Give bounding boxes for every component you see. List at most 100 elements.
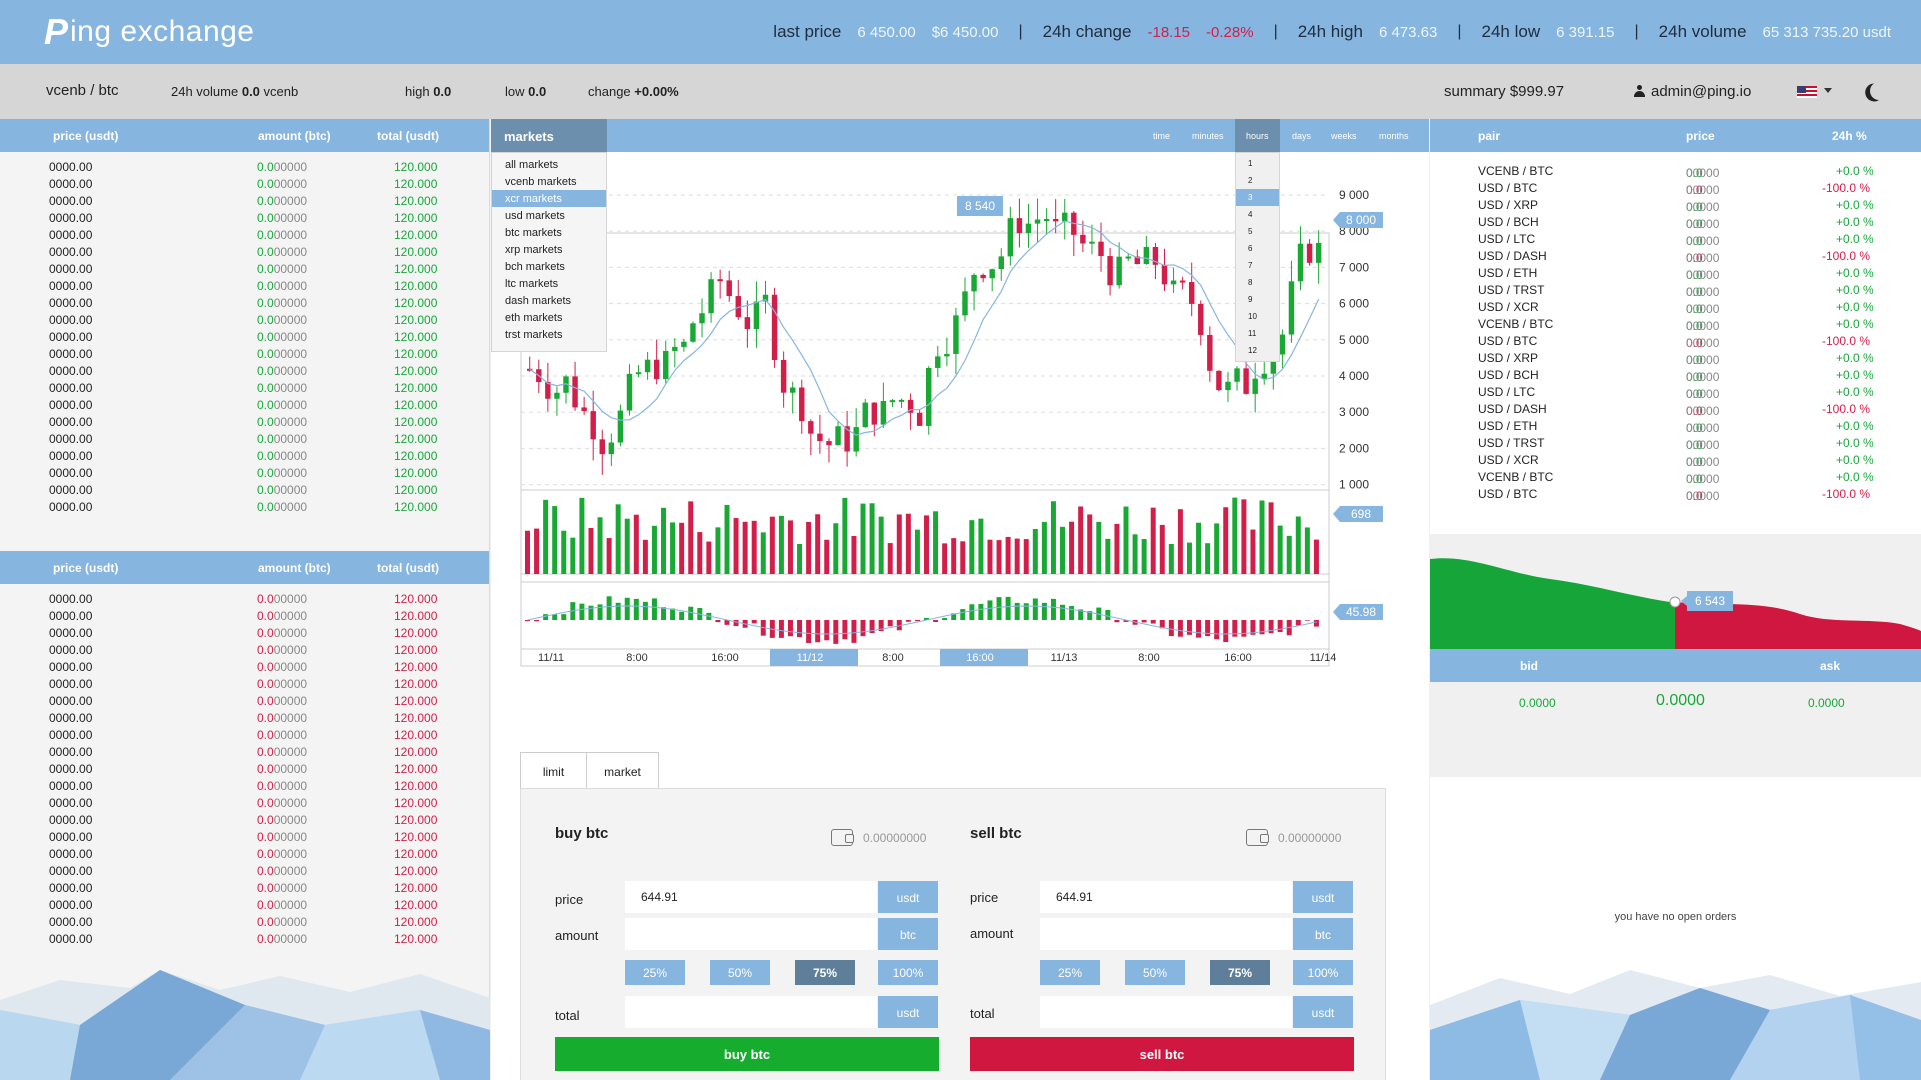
- order-book-row[interactable]: 0000.00 0.000000 120.000: [0, 590, 489, 607]
- market-option[interactable]: eth markets: [505, 312, 563, 324]
- hour-option[interactable]: 1: [1248, 159, 1253, 168]
- pair-row[interactable]: USD / BTC 0.0 00000 -100.0 %: [1430, 179, 1921, 197]
- order-book-row[interactable]: 0000.00 0.000000 120.000: [0, 845, 489, 862]
- order-book-row[interactable]: 0000.00 0.000000 120.000: [0, 328, 489, 345]
- sell-pct-25[interactable]: 25%: [1040, 960, 1100, 985]
- order-book-row[interactable]: 0000.00 0.000000 120.000: [0, 277, 489, 294]
- logo[interactable]: P ing exchange: [44, 11, 255, 52]
- hour-option[interactable]: 6: [1248, 244, 1253, 253]
- user-menu[interactable]: admin@ping.io: [1634, 83, 1751, 100]
- order-book-row[interactable]: 0000.00 0.000000 120.000: [0, 226, 489, 243]
- buy-pct-75[interactable]: 75%: [795, 960, 855, 985]
- pair-row[interactable]: USD / TRST 0.0 00000 +0.0 %: [1430, 434, 1921, 452]
- market-option[interactable]: all markets: [505, 159, 559, 171]
- chevron-down-icon[interactable]: [1824, 88, 1832, 93]
- sell-total-input[interactable]: [1040, 996, 1292, 1028]
- order-book-row[interactable]: 0000.00 0.000000 120.000: [0, 498, 489, 515]
- order-book-row[interactable]: 0000.00 0.000000 120.000: [0, 464, 489, 481]
- buy-button[interactable]: buy btc: [555, 1037, 939, 1071]
- market-option[interactable]: btc markets: [505, 227, 562, 239]
- buy-pct-100[interactable]: 100%: [878, 960, 938, 985]
- order-book-row[interactable]: 0000.00 0.000000 120.000: [0, 607, 489, 624]
- order-book-row[interactable]: 0000.00 0.000000 120.000: [0, 913, 489, 930]
- tab-time[interactable]: time: [1153, 131, 1171, 141]
- order-book-row[interactable]: 0000.00 0.000000 120.000: [0, 658, 489, 675]
- price-chart[interactable]: 9 000 8 000 7 000 6 000 5 000 4 000 3 000 2 000…: [491, 152, 1429, 752]
- tab-months[interactable]: months: [1379, 131, 1409, 141]
- us-flag-icon[interactable]: [1797, 86, 1817, 98]
- order-book-row[interactable]: 0000.00 0.000000 120.000: [0, 192, 489, 209]
- hour-option[interactable]: 9: [1248, 295, 1253, 304]
- moon-icon[interactable]: [1867, 79, 1890, 102]
- order-book-row[interactable]: 0000.00 0.000000 120.000: [0, 294, 489, 311]
- order-book-row[interactable]: 0000.00 0.000000 120.000: [0, 243, 489, 260]
- pair-row[interactable]: USD / DASH 0.0 00000 -100.0 %: [1430, 400, 1921, 418]
- order-book-row[interactable]: 0000.00 0.000000 120.000: [0, 692, 489, 709]
- pair-row[interactable]: USD / TRST 0.0 00000 +0.0 %: [1430, 281, 1921, 299]
- pair-row[interactable]: USD / XRP 0.0 00000 +0.0 %: [1430, 196, 1921, 214]
- order-book-row[interactable]: 0000.00 0.000000 120.000: [0, 811, 489, 828]
- pair-row[interactable]: VCENB / BTC 0.0 00000 +0.0 %: [1430, 315, 1921, 333]
- order-book-row[interactable]: 0000.00 0.000000 120.000: [0, 794, 489, 811]
- pair-row[interactable]: USD / LTC 0.0 00000 +0.0 %: [1430, 230, 1921, 248]
- pair-row[interactable]: VCENB / BTC 0.0 00000 +0.0 %: [1430, 468, 1921, 486]
- order-book-row[interactable]: 0000.00 0.000000 120.000: [0, 828, 489, 845]
- sell-price-input[interactable]: [1040, 881, 1292, 913]
- order-book-row[interactable]: 0000.00 0.000000 120.000: [0, 209, 489, 226]
- order-book-row[interactable]: 0000.00 0.000000 120.000: [0, 447, 489, 464]
- tab-minutes[interactable]: minutes: [1192, 131, 1224, 141]
- order-book-row[interactable]: 0000.00 0.000000 120.000: [0, 624, 489, 641]
- order-book-row[interactable]: 0000.00 0.000000 120.000: [0, 396, 489, 413]
- hour-option[interactable]: 12: [1248, 346, 1257, 355]
- market-option[interactable]: bch markets: [505, 261, 565, 273]
- pair-row[interactable]: USD / BTC 0.0 00000 -100.0 %: [1430, 332, 1921, 350]
- order-book-row[interactable]: 0000.00 0.000000 120.000: [0, 413, 489, 430]
- order-book-row[interactable]: 0000.00 0.000000 120.000: [0, 175, 489, 192]
- tab-market[interactable]: market: [587, 752, 659, 789]
- market-option[interactable]: usd markets: [505, 210, 565, 222]
- hour-option[interactable]: 4: [1248, 210, 1253, 219]
- pair-row[interactable]: USD / BCH 0.0 00000 +0.0 %: [1430, 213, 1921, 231]
- markets-button[interactable]: markets: [491, 119, 607, 152]
- order-book-row[interactable]: 0000.00 0.000000 120.000: [0, 311, 489, 328]
- order-book-row[interactable]: 0000.00 0.000000 120.000: [0, 896, 489, 913]
- market-option[interactable]: xrp markets: [505, 244, 563, 256]
- sell-amount-input[interactable]: [1040, 918, 1292, 950]
- order-book-row[interactable]: 0000.00 0.000000 120.000: [0, 362, 489, 379]
- order-book-row[interactable]: 0000.00 0.000000 120.000: [0, 862, 489, 879]
- pair-row[interactable]: USD / XCR 0.0 00000 +0.0 %: [1430, 298, 1921, 316]
- order-book-row[interactable]: 0000.00 0.000000 120.000: [0, 379, 489, 396]
- order-book-row[interactable]: 0000.00 0.000000 120.000: [0, 260, 489, 277]
- pair-row[interactable]: USD / XRP 0.0 00000 +0.0 %: [1430, 349, 1921, 367]
- hour-option[interactable]: 11: [1248, 329, 1257, 338]
- pair-row[interactable]: USD / BCH 0.0 00000 +0.0 %: [1430, 366, 1921, 384]
- order-book-row[interactable]: 0000.00 0.000000 120.000: [0, 481, 489, 498]
- order-book-row[interactable]: 0000.00 0.000000 120.000: [0, 777, 489, 794]
- order-book-row[interactable]: 0000.00 0.000000 120.000: [0, 879, 489, 896]
- order-book-row[interactable]: 0000.00 0.000000 120.000: [0, 743, 489, 760]
- tab-hours[interactable]: hours: [1235, 119, 1280, 152]
- order-book-row[interactable]: 0000.00 0.000000 120.000: [0, 726, 489, 743]
- pair-row[interactable]: USD / DASH 0.0 00000 -100.0 %: [1430, 247, 1921, 265]
- buy-pct-25[interactable]: 25%: [625, 960, 685, 985]
- order-book-row[interactable]: 0000.00 0.000000 120.000: [0, 709, 489, 726]
- buy-amount-input[interactable]: [625, 918, 877, 950]
- sell-pct-50[interactable]: 50%: [1125, 960, 1185, 985]
- order-book-row[interactable]: 0000.00 0.000000 120.000: [0, 760, 489, 777]
- pair-row[interactable]: USD / XCR 0.0 00000 +0.0 %: [1430, 451, 1921, 469]
- order-book-row[interactable]: 0000.00 0.000000 120.000: [0, 675, 489, 692]
- tab-limit[interactable]: limit: [520, 752, 587, 789]
- order-book-row[interactable]: 0000.00 0.000000 120.000: [0, 158, 489, 175]
- pair-row[interactable]: USD / ETH 0.0 00000 +0.0 %: [1430, 417, 1921, 435]
- sell-pct-100[interactable]: 100%: [1293, 960, 1353, 985]
- market-option[interactable]: xcr markets: [492, 190, 606, 207]
- buy-price-input[interactable]: [625, 881, 877, 913]
- order-book-row[interactable]: 0000.00 0.000000 120.000: [0, 430, 489, 447]
- buy-total-input[interactable]: [625, 996, 877, 1028]
- hour-option[interactable]: 2: [1248, 176, 1253, 185]
- market-option[interactable]: vcenb markets: [505, 176, 577, 188]
- sell-button[interactable]: sell btc: [970, 1037, 1354, 1071]
- current-pair[interactable]: vcenb / btc: [46, 82, 119, 99]
- pair-row[interactable]: USD / ETH 0.0 00000 +0.0 %: [1430, 264, 1921, 282]
- market-option[interactable]: trst markets: [505, 329, 563, 341]
